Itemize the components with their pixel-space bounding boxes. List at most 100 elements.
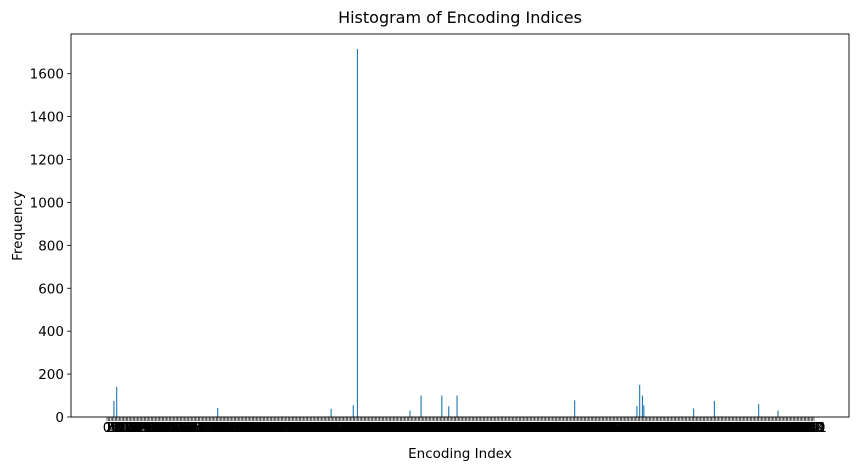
x-tick-label: 305 <box>516 420 542 436</box>
x-tick-label: 343 <box>569 420 595 436</box>
x-tick-label: 130 <box>274 420 300 436</box>
x-tick-label: 339 <box>563 420 589 436</box>
x-tick-label: 362 <box>595 420 621 436</box>
bar <box>217 407 219 417</box>
x-tick-label: 398 <box>645 420 671 436</box>
x-tick-label: 337 <box>560 420 586 436</box>
y-tick-label: 0 <box>55 410 64 426</box>
x-tick-label: 428 <box>686 420 712 436</box>
x-tick-label: 195 <box>364 420 390 436</box>
x-tick-label: 85 <box>216 420 233 436</box>
x-tick-label: 175 <box>336 420 362 436</box>
x-tick-label: 361 <box>594 420 620 436</box>
x-tick-label: 90 <box>223 420 240 436</box>
x-tick-label: 464 <box>736 420 762 436</box>
x-tick-label: 507 <box>796 420 822 436</box>
x-tick-label: 51 <box>169 420 186 436</box>
x-tick-label: 206 <box>379 420 405 436</box>
x-tick-label: 69 <box>194 420 211 436</box>
x-tick-label: 218 <box>396 420 422 436</box>
x-tick-label: 160 <box>315 420 341 436</box>
x-tick-label: 174 <box>335 420 361 436</box>
y-tick-label: 400 <box>38 324 64 340</box>
x-tick-label: 209 <box>383 420 409 436</box>
x-tick-label: 126 <box>268 420 294 436</box>
x-tick-label: 335 <box>558 420 584 436</box>
x-tick-label: 480 <box>758 420 784 436</box>
x-tick-label: 332 <box>553 420 579 436</box>
x-tick-label: 344 <box>570 420 596 436</box>
x-tick-label: 451 <box>718 420 744 436</box>
x-tick-label: 83 <box>213 420 230 436</box>
x-tick-label: 60 <box>181 420 198 436</box>
x-tick-label: 216 <box>393 420 419 436</box>
x-tick-label: 334 <box>556 420 582 436</box>
x-tick-label: 81 <box>210 420 227 436</box>
x-tick-label: 299 <box>508 420 534 436</box>
x-tick-label: 241 <box>428 420 454 436</box>
x-tick-label: 411 <box>663 420 689 436</box>
x-tick-label: 266 <box>462 420 488 436</box>
x-tick-label: 67 <box>191 420 208 436</box>
x-tick-label: 230 <box>412 420 438 436</box>
x-tick-label: 208 <box>382 420 408 436</box>
x-tick-label: 316 <box>531 420 557 436</box>
x-tick-label: 277 <box>477 420 503 436</box>
x-tick-label: 123 <box>264 420 290 436</box>
x-tick-label: 229 <box>411 420 437 436</box>
bar <box>330 408 332 417</box>
x-tick-label: 430 <box>689 420 715 436</box>
x-tick-label: 217 <box>394 420 420 436</box>
bar <box>643 405 645 417</box>
x-tick-label: 374 <box>612 420 638 436</box>
x-tick-label: 250 <box>440 420 466 436</box>
x-tick-label: 495 <box>779 420 805 436</box>
x-tick-label: 397 <box>643 420 669 436</box>
x-tick-label: 402 <box>650 420 676 436</box>
x-tick-label: 84 <box>215 420 232 436</box>
x-tick-label: 137 <box>284 420 310 436</box>
x-tick-label: 20 <box>126 420 143 436</box>
x-tick-label: 469 <box>743 420 769 436</box>
x-tick-label: 488 <box>769 420 795 436</box>
x-tick-label: 370 <box>606 420 632 436</box>
x-tick-label: 72 <box>198 420 215 436</box>
x-tick-label: 474 <box>750 420 776 436</box>
x-tick-label: 121 <box>262 420 288 436</box>
x-tick-label: 275 <box>475 420 501 436</box>
x-tick-label: 99 <box>235 420 252 436</box>
x-tick-label: 10 <box>112 420 129 436</box>
x-tick-label: 161 <box>317 420 343 436</box>
x-tick-label: 308 <box>520 420 546 436</box>
x-tick-label: 154 <box>307 420 333 436</box>
x-tick-label: 267 <box>464 420 490 436</box>
x-tick-label: 279 <box>480 420 506 436</box>
x-tick-label: 388 <box>631 420 657 436</box>
x-tick-label: 149 <box>300 420 326 436</box>
x-tick-label: 75 <box>202 420 219 436</box>
x-tick-label: 429 <box>688 420 714 436</box>
y-tick-label: 600 <box>38 281 64 297</box>
x-tick-label: 118 <box>257 420 283 436</box>
x-tick-label: 167 <box>325 420 351 436</box>
x-tick-label: 315 <box>530 420 556 436</box>
x-tick-label: 368 <box>603 420 629 436</box>
x-tick-label: 468 <box>742 420 768 436</box>
x-tick-label: 314 <box>529 420 555 436</box>
x-tick-label: 234 <box>418 420 444 436</box>
x-tick-label: 407 <box>657 420 683 436</box>
x-tick-label: 108 <box>244 420 270 436</box>
x-tick-label: 165 <box>322 420 348 436</box>
x-tick-label: 256 <box>448 420 474 436</box>
x-tick-label: 302 <box>512 420 538 436</box>
x-tick-label: 71 <box>197 420 214 436</box>
x-tick-label: 128 <box>271 420 297 436</box>
x-tick-label: 223 <box>403 420 429 436</box>
x-tick-label: 403 <box>652 420 678 436</box>
x-tick-label: 47 <box>163 420 180 436</box>
x-tick-label: 394 <box>639 420 665 436</box>
x-tick-label: 283 <box>486 420 512 436</box>
x-tick-label: 497 <box>782 420 808 436</box>
x-tick-label: 278 <box>479 420 505 436</box>
x-tick-label: 459 <box>729 420 755 436</box>
